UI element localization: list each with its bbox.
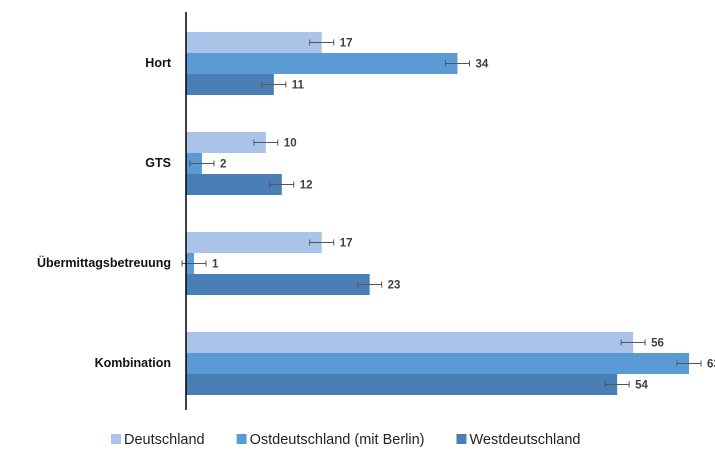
value-label: 17 <box>340 238 353 250</box>
value-label: 2 <box>220 159 226 171</box>
legend-label: Deutschland <box>124 432 205 448</box>
category-label: Kombination <box>95 356 171 370</box>
error-bar <box>189 160 215 167</box>
value-label: 63 <box>707 359 715 371</box>
error-bar <box>309 39 335 46</box>
bar <box>186 32 322 53</box>
error-bar <box>357 281 383 288</box>
category-label: GTS <box>145 156 171 170</box>
error-bar <box>604 381 630 388</box>
category-label: Übermittagsbetreuung <box>37 255 171 270</box>
value-label: 23 <box>388 280 401 292</box>
bar <box>186 374 618 395</box>
bar <box>186 174 282 195</box>
value-label: 56 <box>651 338 664 350</box>
error-bar <box>309 239 335 246</box>
value-label: 12 <box>300 180 313 192</box>
error-bar <box>253 139 279 146</box>
legend-label: Westdeutschland <box>469 432 580 448</box>
value-label: 34 <box>475 59 488 71</box>
bar <box>186 332 634 353</box>
legend-label: Ostdeutschland (mit Berlin) <box>250 432 425 448</box>
legend-swatch <box>236 434 247 444</box>
error-bar <box>261 81 287 88</box>
bar <box>186 74 274 95</box>
bar <box>186 353 690 374</box>
bar <box>186 232 322 253</box>
value-label: 10 <box>284 138 297 150</box>
bar <box>186 53 458 74</box>
error-bar <box>445 60 470 67</box>
bar <box>186 132 266 153</box>
value-label: 17 <box>340 38 353 50</box>
error-bar <box>676 360 702 367</box>
legend-swatch <box>111 434 121 444</box>
bar <box>186 274 370 295</box>
category-label: Hort <box>145 56 172 70</box>
error-bar <box>269 181 295 188</box>
value-label: 1 <box>212 259 219 271</box>
value-label: 11 <box>292 80 305 92</box>
error-bar <box>620 339 646 346</box>
legend-swatch <box>456 434 467 444</box>
value-label: 54 <box>635 380 648 392</box>
